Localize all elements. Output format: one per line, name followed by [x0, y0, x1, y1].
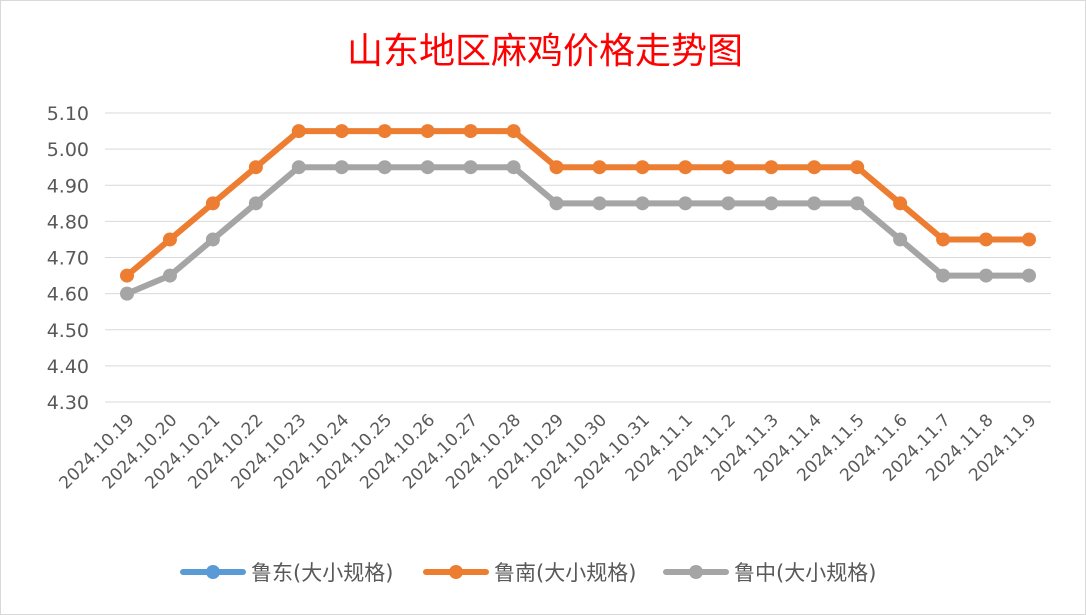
data-point: [506, 160, 521, 175]
data-point: [549, 160, 564, 175]
data-point: [1022, 232, 1036, 247]
data-point: [893, 196, 908, 211]
data-point: [764, 196, 779, 211]
data-point: [592, 196, 607, 211]
gridlines: [105, 112, 1051, 403]
legend: 鲁东(大小规格) 鲁南(大小规格) 鲁中(大小规格): [180, 561, 876, 585]
data-point: [463, 124, 478, 139]
data-point: [506, 124, 521, 139]
y-tick-label: 5.10: [47, 103, 89, 125]
y-axis-ticks: 4.30 4.40 4.50 4.60 4.70 4.80 4.90 5.00 5.10: [47, 103, 89, 414]
data-point: [291, 124, 306, 139]
legend-item: 鲁东(大小规格): [180, 561, 393, 585]
data-point: [377, 124, 392, 139]
x-axis-ticks: 2024.10.192024.10.202024.10.212024.10.22…: [56, 410, 1041, 493]
data-point: [248, 196, 263, 211]
data-point: [979, 268, 994, 283]
series-2: [120, 160, 1036, 301]
chart-title: 山东地区麻鸡价格走势图: [347, 31, 743, 72]
data-point: [120, 268, 134, 283]
data-point: [850, 160, 865, 175]
data-point: [162, 232, 177, 247]
series-line: [124, 164, 1032, 297]
data-point: [807, 160, 822, 175]
legend-label: 鲁南(大小规格): [494, 561, 636, 585]
y-tick-label: 4.80: [47, 211, 89, 233]
data-point: [420, 160, 435, 175]
y-tick-label: 4.40: [47, 356, 89, 378]
data-point: [721, 160, 736, 175]
data-point: [334, 160, 349, 175]
data-point: [721, 196, 736, 211]
data-point: [377, 160, 392, 175]
data-point: [205, 232, 220, 247]
data-point: [120, 286, 134, 301]
data-point: [549, 196, 564, 211]
data-point: [1022, 268, 1036, 283]
legend-marker: [689, 565, 703, 579]
data-point: [635, 160, 650, 175]
series-1: [120, 124, 1036, 283]
data-point: [291, 160, 306, 175]
data-point: [936, 268, 951, 283]
data-point: [592, 160, 607, 175]
y-tick-label: 4.30: [47, 392, 89, 414]
y-tick-label: 4.50: [47, 320, 89, 342]
y-tick-label: 4.60: [47, 284, 89, 306]
data-point: [936, 232, 951, 247]
data-point: [162, 268, 177, 283]
legend-marker: [449, 565, 463, 579]
data-point: [420, 124, 435, 139]
data-point: [979, 232, 994, 247]
data-point: [893, 232, 908, 247]
data-point: [807, 196, 822, 211]
series-layer: [120, 124, 1036, 301]
data-point: [334, 124, 349, 139]
legend-item: 鲁南(大小规格): [423, 561, 636, 585]
data-point: [463, 160, 478, 175]
data-point: [678, 160, 693, 175]
data-point: [248, 160, 263, 175]
data-point: [764, 160, 779, 175]
data-point: [678, 196, 693, 211]
y-tick-label: 5.00: [47, 139, 89, 161]
legend-marker: [206, 565, 220, 579]
data-point: [850, 196, 865, 211]
data-point: [205, 196, 220, 211]
legend-label: 鲁中(大小规格): [734, 561, 876, 585]
y-tick-label: 4.70: [47, 248, 89, 270]
y-tick-label: 4.90: [47, 175, 89, 197]
data-point: [635, 196, 650, 211]
legend-item: 鲁中(大小规格): [663, 561, 876, 585]
series-line: [124, 128, 1032, 279]
legend-label: 鲁东(大小规格): [251, 561, 393, 585]
